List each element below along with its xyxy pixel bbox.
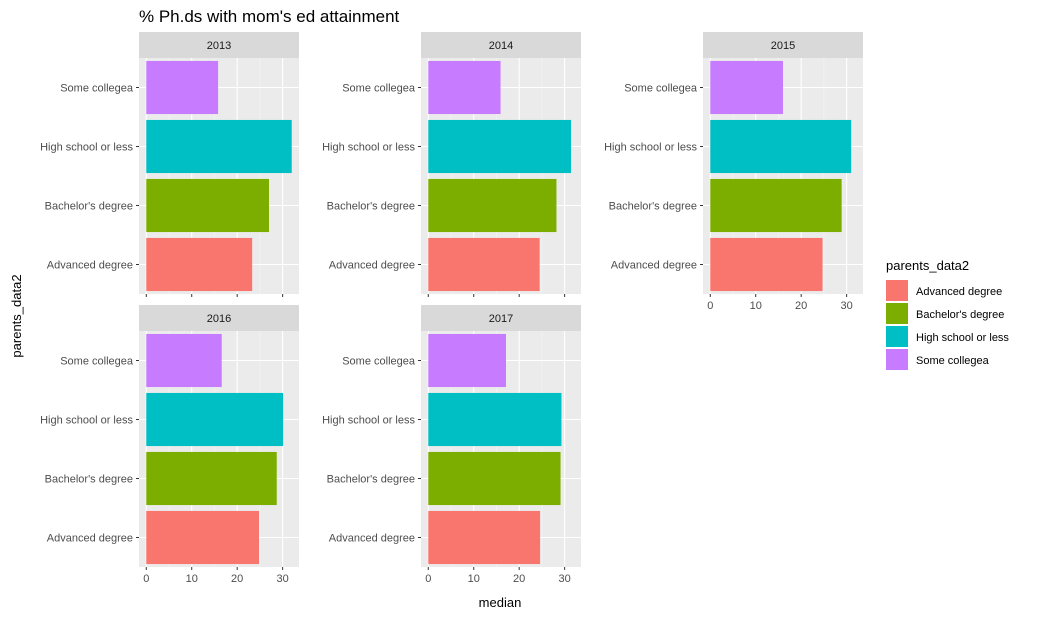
y-tick-label: Bachelor's degree xyxy=(45,474,133,486)
chart-title: % Ph.ds with mom's ed attainment xyxy=(139,7,400,26)
legend-entries: Advanced degree Bachelor's degree High sch… xyxy=(886,280,1009,370)
y-tick-label: Bachelor's degree xyxy=(327,474,415,486)
facet-strip-label: 2015 xyxy=(771,40,795,52)
bar-bachelor-s-degree xyxy=(428,178,557,233)
y-tick-label: Bachelor's degree xyxy=(45,201,133,213)
legend-title: parents_data2 xyxy=(886,258,969,273)
bar-bachelor-s-degree xyxy=(146,451,277,506)
facet-strip xyxy=(139,305,299,331)
x-tick-label: 0 xyxy=(143,573,149,585)
y-tick-label: High school or less xyxy=(604,142,697,154)
legend-swatch xyxy=(886,303,908,324)
bar-bachelor-s-degree xyxy=(428,451,561,506)
facet-strip xyxy=(421,32,581,58)
y-tick-label: Advanced degree xyxy=(611,260,697,272)
facet-strip xyxy=(421,305,581,331)
y-tick-label: High school or less xyxy=(40,415,133,427)
bar-some-collegea xyxy=(428,333,506,388)
panel-2013: 2013 Some collegea High school or less Bach… xyxy=(40,32,299,297)
bar-some-collegea xyxy=(710,60,783,115)
x-tick-label: 30 xyxy=(841,300,853,312)
panel-2016: 2016 Some collegea High school or less Bach… xyxy=(40,305,299,585)
panel-2017: 2017 Some collegea High school or less Bach… xyxy=(322,305,581,585)
y-tick-label: High school or less xyxy=(322,142,415,154)
facet-strip-label: 2014 xyxy=(489,40,513,52)
x-tick-label: 20 xyxy=(513,573,525,585)
bar-high-school-or-less xyxy=(146,119,292,174)
y-tick-label: High school or less xyxy=(322,415,415,427)
y-tick-label: Some collegea xyxy=(342,356,416,368)
legend-swatch xyxy=(886,349,908,370)
y-tick-label: Some collegea xyxy=(60,356,134,368)
x-tick-label: 20 xyxy=(231,573,243,585)
legend-label: High school or less xyxy=(916,332,1009,344)
legend-entry-high-school-or-less: High school or less xyxy=(886,326,1009,347)
bar-high-school-or-less xyxy=(710,119,852,174)
y-tick-label: Advanced degree xyxy=(329,533,415,545)
facet-panels: 2013 Some collegea High school or less Bach… xyxy=(40,32,863,585)
x-tick-label: 30 xyxy=(277,573,289,585)
y-tick-label: Some collegea xyxy=(624,83,698,95)
bar-advanced-degree xyxy=(146,237,253,292)
bar-some-collegea xyxy=(146,333,222,388)
facet-strip xyxy=(139,32,299,58)
x-tick-label: 10 xyxy=(186,573,198,585)
legend-entry-bachelor-s-degree: Bachelor's degree xyxy=(886,303,1004,324)
bar-high-school-or-less xyxy=(428,392,562,447)
y-tick-label: Advanced degree xyxy=(47,260,133,272)
x-tick-label: 30 xyxy=(559,573,571,585)
panel-2015: 2015 Some collegea High school or less Bach… xyxy=(604,32,863,312)
legend-entry-some-collegea: Some collegea xyxy=(886,349,990,370)
y-tick-label: Bachelor's degree xyxy=(327,201,415,213)
bar-bachelor-s-degree xyxy=(710,178,842,233)
facet-strip-label: 2017 xyxy=(489,313,513,325)
y-tick-label: High school or less xyxy=(40,142,133,154)
bar-some-collegea xyxy=(428,60,501,115)
y-tick-label: Some collegea xyxy=(60,83,134,95)
facet-strip-label: 2013 xyxy=(207,40,231,52)
x-tick-label: 0 xyxy=(425,573,431,585)
legend-label: Advanced degree xyxy=(916,286,1002,298)
x-tick-label: 10 xyxy=(468,573,480,585)
bar-bachelor-s-degree xyxy=(146,178,269,233)
bar-advanced-degree xyxy=(146,510,259,565)
y-tick-label: Bachelor's degree xyxy=(609,201,697,213)
bar-advanced-degree xyxy=(710,237,823,292)
bar-advanced-degree xyxy=(428,510,541,565)
bar-high-school-or-less xyxy=(428,119,571,174)
x-tick-label: 10 xyxy=(750,300,762,312)
y-tick-label: Advanced degree xyxy=(47,533,133,545)
bar-advanced-degree xyxy=(428,237,540,292)
legend-swatch xyxy=(886,326,908,347)
facet-strip xyxy=(703,32,863,58)
bar-high-school-or-less xyxy=(146,392,284,447)
legend-swatch xyxy=(886,280,908,301)
legend: parents_data2 Advanced degree Bachelor's … xyxy=(886,258,1009,370)
x-tick-label: 20 xyxy=(795,300,807,312)
facet-strip-label: 2016 xyxy=(207,313,231,325)
y-axis-title: parents_data2 xyxy=(9,274,24,357)
panel-2014: 2014 Some collegea High school or less Bach… xyxy=(322,32,581,297)
legend-entry-advanced-degree: Advanced degree xyxy=(886,280,1002,301)
x-axis-title: median xyxy=(479,595,522,610)
y-tick-label: Some collegea xyxy=(342,83,416,95)
x-tick-label: 0 xyxy=(707,300,713,312)
y-tick-label: Advanced degree xyxy=(329,260,415,272)
legend-label: Bachelor's degree xyxy=(916,309,1004,321)
bar-some-collegea xyxy=(146,60,219,115)
legend-label: Some collegea xyxy=(916,355,990,367)
